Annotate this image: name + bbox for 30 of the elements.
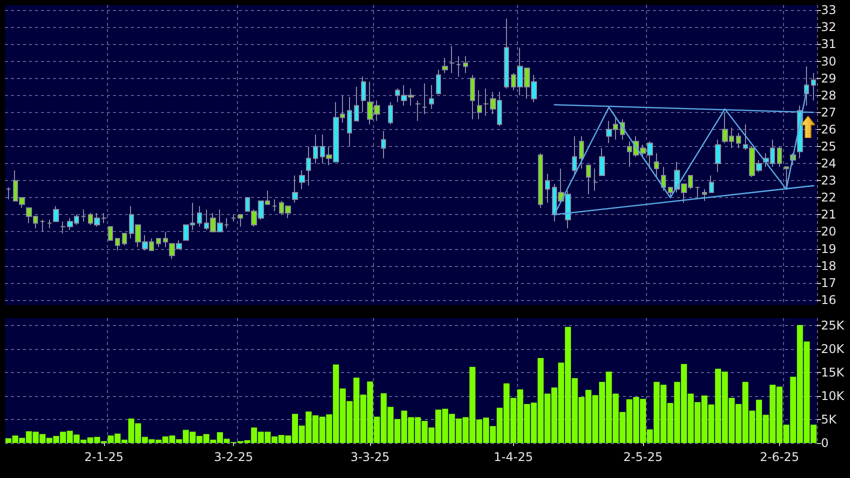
y-tick-label: 0	[821, 436, 829, 450]
y-tick-label: 17	[821, 276, 836, 290]
y-tick-label: 31	[821, 37, 836, 52]
y-tick-label: 5K	[821, 412, 838, 427]
y-tick-label: 33	[821, 3, 836, 18]
x-tick-label: 3-2-25	[214, 450, 254, 464]
y-tick-label: 25	[821, 139, 836, 154]
y-tick-label: 25K	[821, 318, 846, 333]
y-tick-label: 20K	[821, 342, 846, 356]
y-tick-label: 29	[821, 71, 836, 86]
y-tick-label: 22	[821, 190, 836, 205]
y-tick-label: 30	[821, 54, 836, 68]
y-tick-label: 32	[821, 20, 836, 34]
x-tick-label: 2-6-25	[760, 450, 800, 464]
y-tick-label: 24	[821, 156, 836, 171]
y-tick-label: 18	[821, 258, 836, 273]
y-tick-label: 23	[821, 174, 836, 188]
x-tick-label: 2-5-25	[623, 450, 663, 464]
y-tick-label: 28	[821, 88, 836, 102]
y-tick-label: 10K	[821, 389, 846, 404]
x-tick-label: 2-1-25	[84, 450, 124, 464]
y-tick-label: 15K	[821, 366, 846, 380]
y-tick-label: 20	[821, 224, 836, 239]
x-tick-label: 1-4-25	[494, 450, 533, 464]
y-tick-label: 19	[821, 242, 836, 256]
y-tick-label: 27	[821, 105, 836, 120]
y-tick-label: 21	[821, 208, 836, 222]
y-tick-label: 26	[821, 122, 836, 136]
y-tick-label: 16	[821, 292, 836, 307]
x-tick-label: 3-3-25	[350, 450, 390, 464]
